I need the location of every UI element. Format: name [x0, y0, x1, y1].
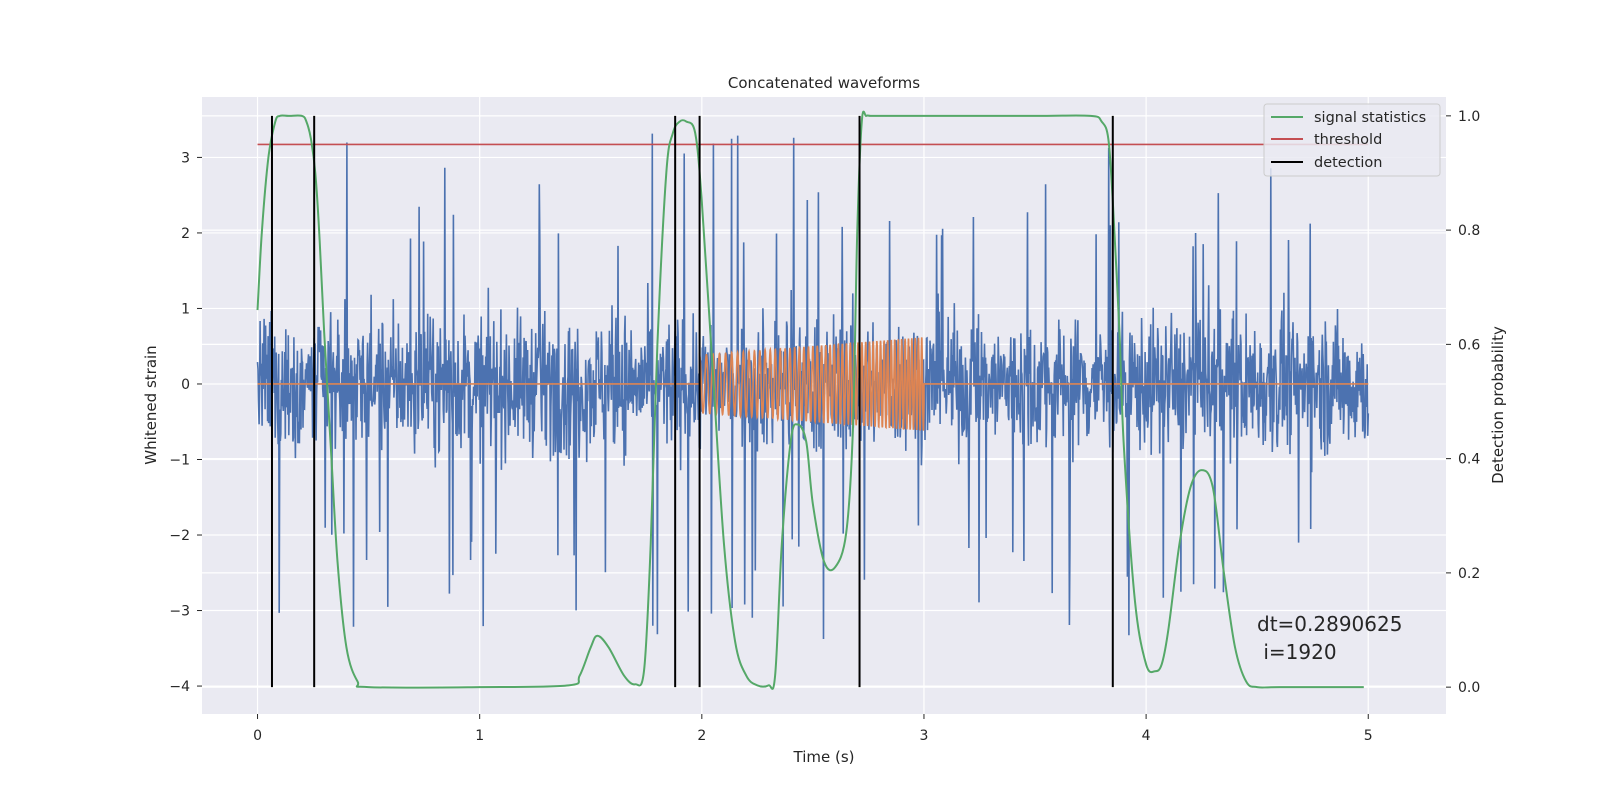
x-tick-label: 2: [697, 728, 706, 744]
y-tick-label: −1: [169, 452, 190, 468]
x-tick-label: 3: [920, 728, 929, 744]
x-tick-label: 4: [1142, 728, 1151, 744]
series-signal-statistics-line: [256, 110, 1364, 690]
series-injection-line: [257, 337, 1369, 431]
x-tick-label: 1: [475, 728, 484, 744]
y2-tick-label: 0.8: [1458, 223, 1480, 239]
y2-tick-label: 1.0: [1458, 109, 1480, 125]
legend: signal statistics threshold detection: [1263, 103, 1441, 177]
y-tick-label: −4: [169, 679, 190, 695]
y-tick-label: −2: [169, 528, 190, 544]
axis-layer: 0 1 2 3 4 5 −4 −3 −2 −1 0 1 2 3 0.0 0.2 0.4 0.6 0.8 1.0: [169, 109, 1480, 744]
annotation-line-1: dt=0.2890625: [1257, 612, 1402, 636]
x-tick-label: 0: [253, 728, 262, 744]
annotation-line-2: i=1920: [1257, 640, 1337, 664]
y-tick-label: 0: [181, 377, 190, 393]
y2-tick-label: 0.4: [1458, 452, 1480, 468]
legend-label-signal-statistics: signal statistics: [1314, 110, 1426, 126]
y-axis-label: Whitened strain: [142, 345, 160, 464]
legend-frame: [1263, 103, 1441, 177]
chart-title: Concatenated waveforms: [728, 74, 920, 92]
y2-tick-label: 0.2: [1458, 566, 1480, 582]
y-tick-label: −3: [169, 604, 190, 620]
series-strain-line: [256, 133, 1370, 640]
y-tick-label: 3: [181, 150, 190, 166]
y-tick-label: 1: [181, 301, 190, 317]
data-layer: [256, 110, 1370, 690]
legend-label-threshold: threshold: [1314, 132, 1382, 148]
legend-label-detection: detection: [1314, 155, 1382, 171]
y2-axis-label: Detection probability: [1489, 326, 1507, 484]
annotation: dt=0.2890625 i=1920: [1257, 612, 1402, 664]
x-tick-label: 5: [1364, 728, 1373, 744]
y2-tick-label: 0.6: [1458, 337, 1480, 353]
x-axis-label: Time (s): [793, 748, 855, 766]
y2-tick-label: 0.0: [1458, 680, 1480, 696]
y-tick-label: 2: [181, 226, 190, 242]
